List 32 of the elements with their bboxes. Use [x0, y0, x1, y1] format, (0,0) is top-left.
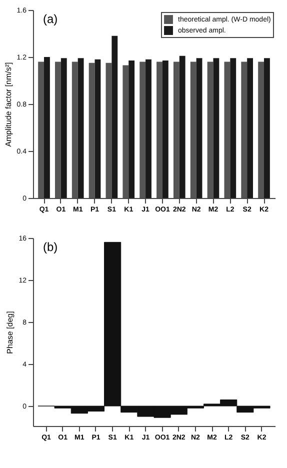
bar — [207, 62, 214, 198]
bar — [162, 60, 168, 198]
bar — [264, 58, 270, 198]
bar — [78, 58, 84, 198]
bar — [122, 65, 129, 198]
bar — [44, 57, 50, 198]
bar — [241, 62, 248, 198]
bar — [179, 56, 186, 198]
bar — [213, 58, 220, 198]
bar — [146, 59, 152, 198]
bar — [106, 62, 112, 198]
bar — [128, 60, 135, 198]
bar — [230, 58, 236, 198]
bar — [196, 58, 202, 198]
bar — [156, 62, 162, 198]
bar — [224, 62, 230, 198]
y-axis-title: Amplitude factor [nm/s²] — [4, 62, 13, 147]
bar — [140, 62, 146, 198]
bar — [247, 58, 253, 198]
annotation: (a) — [43, 12, 58, 26]
bar — [190, 62, 196, 198]
bar — [258, 62, 264, 198]
bar — [173, 62, 180, 198]
bar — [55, 62, 61, 198]
annotation: (b) — [43, 240, 58, 254]
bar — [60, 58, 67, 198]
bar — [38, 62, 44, 198]
bar — [94, 59, 101, 198]
bar — [88, 62, 95, 198]
bar — [72, 62, 78, 198]
y-axis-title: Phase [deg] — [6, 311, 15, 354]
bar — [112, 36, 118, 198]
